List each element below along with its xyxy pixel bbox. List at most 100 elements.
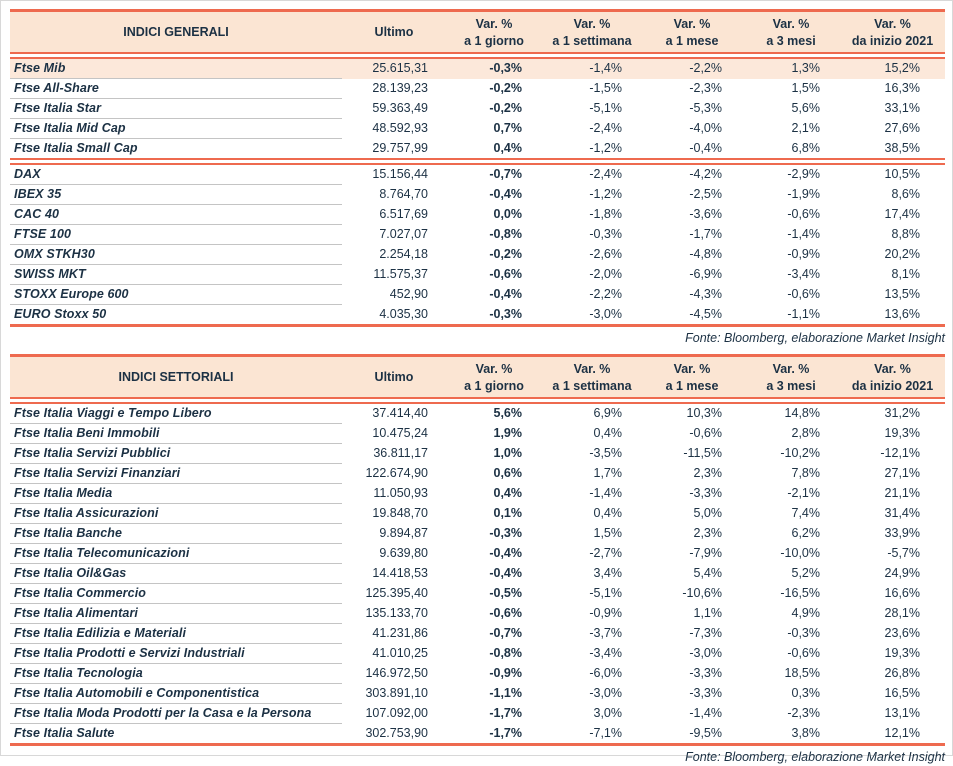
table-bottom-rule <box>10 324 945 327</box>
var-cell: 1,5% <box>791 81 821 95</box>
ultimo-cell: 125.395,40 <box>365 586 428 600</box>
index-name-cell: Ftse All-Share <box>10 78 342 99</box>
var-cell: -4,5% <box>689 306 722 321</box>
table-row: Ftse Italia Telecomunicazioni 9.639,80 -0,… <box>10 543 945 564</box>
var-cell: 23,6% <box>884 626 920 640</box>
table-row: Ftse Italia Commercio 125.395,40 -0,5% -5,1… <box>10 583 945 604</box>
table-row: Ftse Mib 25.615,31 -0,3% -1,4% -2,2% 1,3% 15,2… <box>10 59 945 79</box>
index-name-cell: Ftse Italia Assicurazioni <box>10 503 342 524</box>
var-cell: 6,2% <box>791 526 821 540</box>
var-cell: 33,1% <box>884 101 920 115</box>
index-name-cell: EURO Stoxx 50 <box>14 307 107 321</box>
var-cell: -0,6% <box>787 207 820 221</box>
var-cell: 3,8% <box>791 725 821 740</box>
var-cell: -4,2% <box>689 167 722 182</box>
index-name-cell: Ftse Mib <box>10 59 342 79</box>
index-name-cell: Ftse Italia Servizi Pubblici <box>10 443 342 464</box>
table-row: Ftse Italia Star 59.363,49 -0,2% -5,1% -5,3%… <box>10 98 945 119</box>
var-cell: 5,4% <box>693 566 723 580</box>
ultimo-cell: 6.517,69 <box>379 207 428 221</box>
var-cell: -2,3% <box>689 81 722 95</box>
var-cell: -0,2% <box>489 247 522 261</box>
index-name-cell: Ftse Italia Edilizia e Materiali <box>10 623 342 644</box>
var-cell: 1,1% <box>693 606 723 620</box>
var-cell: -0,3% <box>589 227 622 241</box>
index-name-cell: Ftse Italia Telecomunicazioni <box>10 543 342 564</box>
table-row: Ftse Italia Mid Cap 48.592,93 0,7% -2,4% -4,… <box>10 118 945 139</box>
indici-generali-table: INDICI GENERALI Ultimo Var. % a 1 giorno Var… <box>10 9 945 327</box>
var-cell: 7,4% <box>791 506 821 520</box>
var-cell: 12,1% <box>884 725 920 740</box>
ultimo-cell: 122.674,90 <box>365 466 428 480</box>
table-row: Ftse Italia Salute 302.753,90 -1,7% -7,1% -9… <box>10 724 945 744</box>
index-name-cell: SWISS MKT <box>10 264 342 285</box>
table-row: Ftse Italia Beni Immobili 10.475,24 1,9% 0,… <box>10 423 945 444</box>
var-cell: 1,7% <box>593 466 623 480</box>
var-cell: -0,7% <box>489 167 522 182</box>
var-cell: -7,3% <box>689 626 722 640</box>
var-cell: -0,4% <box>489 546 522 560</box>
var-cell: -0,4% <box>689 140 722 155</box>
var-cell: 0,0% <box>493 207 523 221</box>
var-cell: -2,4% <box>589 121 622 135</box>
table-header-row: INDICI SETTORIALI Ultimo Var. % a 1 giorno V… <box>10 357 945 397</box>
table-top-rule <box>10 9 945 12</box>
var-cell: 19,3% <box>884 646 920 660</box>
ultimo-cell: 8.764,70 <box>379 187 428 201</box>
var-cell: -0,9% <box>589 606 622 620</box>
var-cell: 17,4% <box>884 207 920 221</box>
ultimo-cell: 37.414,40 <box>372 406 428 421</box>
var-cell: 13,6% <box>884 306 920 321</box>
var-cell: -16,5% <box>780 586 820 600</box>
var-cell: 0,4% <box>493 140 523 155</box>
var-cell: -1,2% <box>589 187 622 201</box>
var-cell: 2,3% <box>693 526 723 540</box>
index-name-cell: Ftse Italia Commercio <box>10 583 342 604</box>
ultimo-cell: 146.972,50 <box>365 666 428 680</box>
var-cell: 3,0% <box>593 706 623 720</box>
var-cell: -9,5% <box>689 725 722 740</box>
ultimo-cell: 28.139,23 <box>372 81 428 95</box>
ultimo-column-header: Ultimo <box>342 357 446 397</box>
header-double-rule <box>10 52 945 59</box>
general-indices-section: INDICI GENERALI Ultimo Var. % a 1 giorno Var… <box>10 9 945 347</box>
ultimo-cell: 48.592,93 <box>372 121 428 135</box>
var-cell: -5,3% <box>689 101 722 115</box>
var-cell: 1,3% <box>742 59 840 79</box>
var-cell: 31,2% <box>884 406 920 421</box>
ultimo-cell: 11.050,93 <box>373 486 428 500</box>
var-cell: 14,8% <box>784 406 820 421</box>
ultimo-cell: 7.027,07 <box>379 227 428 241</box>
index-name-cell: OMX STKH30 <box>10 244 342 265</box>
var-cell: -2,4% <box>589 167 622 182</box>
var-cell: -0,6% <box>489 606 522 620</box>
var-column-header: Var. % a 1 settimana <box>542 357 642 397</box>
index-name-cell: Ftse Italia Banche <box>10 523 342 544</box>
table-row: EURO Stoxx 50 4.035,30 -0,3% -3,0% -4,5% -1,1… <box>10 305 945 325</box>
var-cell: -2,5% <box>689 187 722 201</box>
table-row: CAC 40 6.517,69 0,0% -1,8% -3,6% -0,6% 17,4% <box>10 204 945 225</box>
var-cell: -3,4% <box>589 646 622 660</box>
var-cell: -10,0% <box>780 546 820 560</box>
index-name-cell: Ftse Italia Oil&Gas <box>10 563 342 584</box>
var-cell: -0,4% <box>489 566 522 580</box>
var-cell: 0,3% <box>791 686 821 700</box>
index-name-cell: CAC 40 <box>10 204 342 225</box>
table-row: Ftse Italia Assicurazioni 19.848,70 0,1% 0,… <box>10 503 945 524</box>
index-name-cell: Ftse Italia Small Cap <box>14 141 138 155</box>
index-name-cell: Ftse Italia Servizi Finanziari <box>10 463 342 484</box>
var-column-header: Var. % da inizio 2021 <box>840 357 945 397</box>
index-name-cell: Ftse Italia Mid Cap <box>10 118 342 139</box>
var-cell: -3,5% <box>589 446 622 460</box>
table-row: Ftse Italia Prodotti e Servizi Industria… <box>10 643 945 664</box>
indici-settoriali-table: INDICI SETTORIALI Ultimo Var. % a 1 giorno V… <box>10 354 945 746</box>
table-row: STOXX Europe 600 452,90 -0,4% -2,2% -4,3% -0,… <box>10 284 945 305</box>
ultimo-cell: 14.418,53 <box>372 566 428 580</box>
ultimo-cell: 19.848,70 <box>372 506 428 520</box>
var-cell: 5,6% <box>493 406 523 421</box>
var-cell: -1,4% <box>689 706 722 720</box>
index-name-cell: Ftse Italia Automobili e Componentistica <box>10 683 342 704</box>
var-cell: -0,3% <box>489 306 522 321</box>
var-cell: 31,4% <box>884 506 920 520</box>
var-cell: -3,7% <box>589 626 622 640</box>
